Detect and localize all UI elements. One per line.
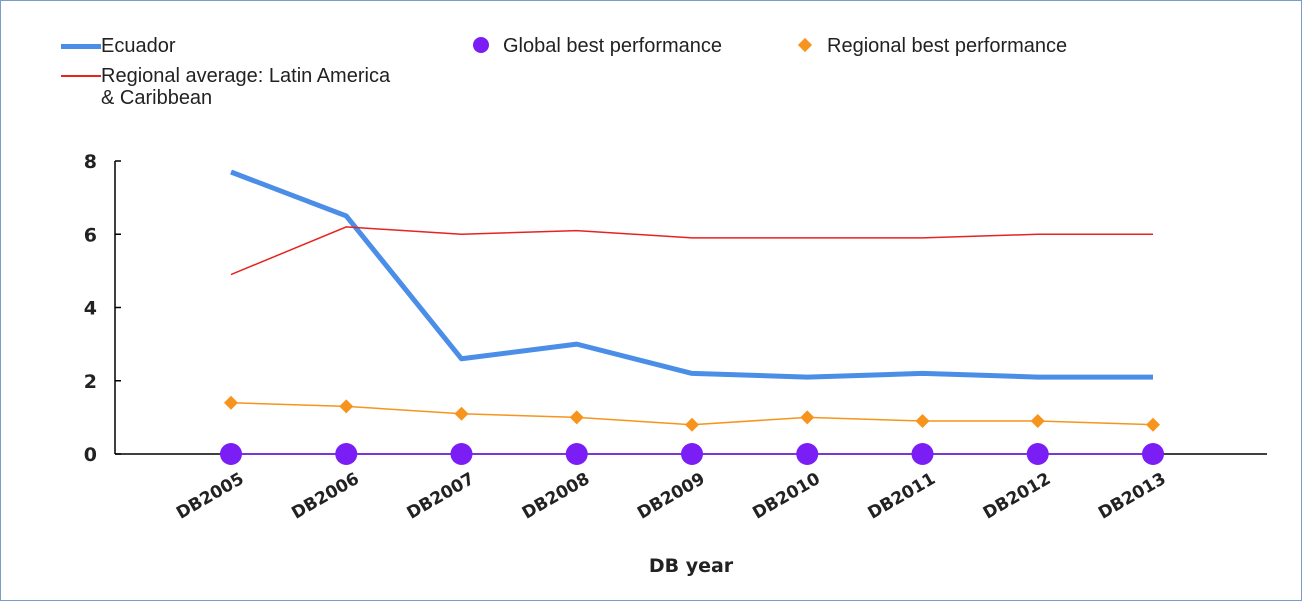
labels-layer: 0 2 4 6 8 DB2005 DB2006 DB2007 DB2008 DB2009 DB201… — [84, 151, 1170, 577]
legend-label-regional-average-line2: & Caribbean — [101, 87, 213, 109]
series-line-ecuador — [230, 169, 1153, 380]
x-tick-label: DB2008 — [519, 469, 593, 524]
series-point-regional-best-performance — [915, 414, 930, 429]
legend-label-regional-best: Regional best performance — [827, 35, 1068, 57]
series-point-global-best-performance — [565, 443, 588, 465]
legend-item-regional-best: Regional best performance — [783, 35, 1067, 57]
legend-label-global-best: Global best performance — [503, 35, 723, 57]
axes — [114, 160, 1267, 460]
series-point-global-best-performance — [1142, 443, 1164, 465]
series-point-global-best-performance — [681, 443, 703, 465]
series-point-regional-best-performance — [454, 406, 469, 421]
x-tick-label: DB2009 — [634, 469, 708, 524]
series-line-regional-average-latin-america-caribbean — [230, 226, 1153, 276]
y-tick-label: 8 — [84, 151, 97, 173]
y-tick-label: 2 — [84, 371, 97, 393]
series-point-global-best-performance — [220, 443, 242, 465]
x-tick-label: DB2007 — [404, 469, 478, 524]
series-layer — [220, 169, 1164, 465]
x-axis-title: DB year — [649, 555, 734, 577]
x-tick-label: DB2013 — [1095, 469, 1169, 524]
legend-item-global-best: Global best performance — [459, 35, 722, 57]
legend-swatch-ecuador — [57, 35, 101, 55]
series-point-global-best-performance — [450, 443, 473, 465]
series-point-global-best-performance — [911, 443, 934, 465]
series-point-regional-best-performance — [339, 399, 354, 414]
legend-label-regional-average-line1: Regional average: Latin America — [101, 65, 391, 87]
series-point-global-best-performance — [796, 443, 819, 465]
legend-item-regional-average: Regional average: Latin America & Caribb… — [57, 65, 390, 109]
series-point-regional-best-performance — [685, 417, 699, 432]
series-point-regional-best-performance — [224, 395, 238, 410]
x-tick-label: DB2010 — [749, 469, 824, 524]
series-point-global-best-performance — [1026, 443, 1049, 465]
y-tick-label: 6 — [84, 224, 97, 246]
legend-label-regional-average: Regional average: Latin America & Caribb… — [101, 65, 390, 109]
series-point-regional-best-performance — [1030, 414, 1045, 429]
series-point-regional-best-performance — [800, 410, 815, 425]
legend-swatch-regional-average — [57, 65, 101, 85]
x-tick-label: DB2005 — [173, 469, 247, 524]
x-tick-label: DB2006 — [288, 469, 362, 524]
y-tick-label: 0 — [84, 444, 97, 466]
x-tick-label: DB2012 — [980, 469, 1054, 524]
legend-item-ecuador: Ecuador — [57, 35, 176, 57]
legend-swatch-global-best — [459, 35, 503, 55]
legend-label-ecuador: Ecuador — [101, 35, 176, 57]
series-point-global-best-performance — [335, 443, 358, 465]
legend: Ecuador Regional average: Latin America … — [1, 1, 1301, 121]
x-tick-label: DB2011 — [865, 469, 939, 524]
series-point-regional-best-performance — [1146, 417, 1160, 432]
series-point-regional-best-performance — [569, 410, 584, 425]
y-tick-label: 4 — [84, 298, 97, 320]
